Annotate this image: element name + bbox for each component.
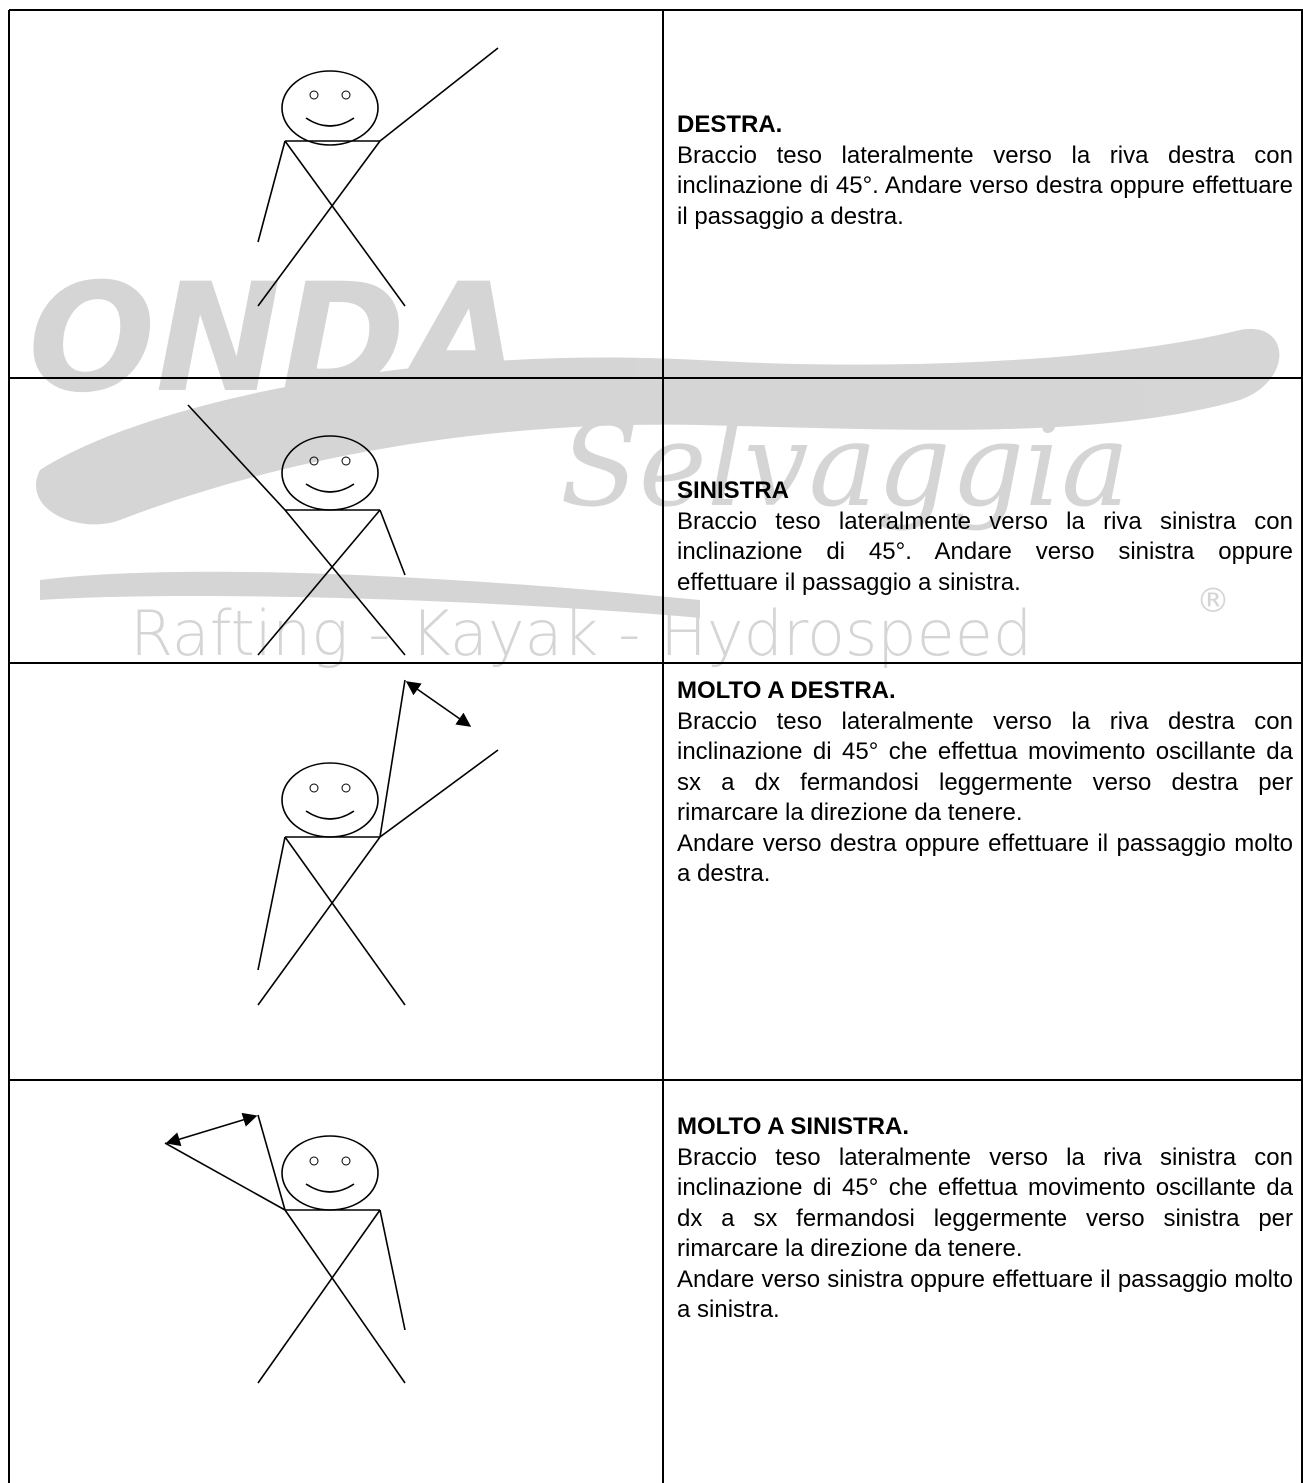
cell-title: MOLTO A SINISTRA. [677, 1113, 909, 1140]
table-cell: MOLTO A DESTRA. Braccio teso lateralment… [677, 676, 1293, 890]
stick-figure [257, 47, 499, 307]
cell-title: MOLTO A DESTRA. [677, 677, 896, 704]
tagline: Rafting - Kayak - Hydrospeed [130, 597, 1032, 670]
watermark: ONDA Selvaggia ® Rafting - Kayak - Hydro… [28, 252, 1280, 670]
cell-text: Braccio teso lateralmente verso la riva … [677, 1143, 1293, 1263]
cell-text: Andare verso destra oppure effettuare il… [677, 829, 1293, 888]
cell-title: DESTRA. [677, 111, 783, 138]
table-cell: MOLTO A SINISTRA. Braccio teso lateralme… [677, 1112, 1293, 1326]
cell-text: Andare verso sinistra oppure effettuare … [677, 1265, 1293, 1324]
cell-text: Braccio teso lateralmente verso la riva … [677, 707, 1293, 827]
paddle-shaft [40, 571, 700, 618]
logo-script: Selvaggia [560, 399, 1130, 533]
registered-mark: ® [1196, 581, 1230, 621]
stick-figure [164, 1112, 406, 1384]
cell-text: Braccio teso lateralmente verso la riva … [677, 141, 1293, 230]
cell-title: SINISTRA [677, 477, 790, 504]
table-cell: SINISTRA Braccio teso lateralmente verso… [677, 476, 1293, 598]
table-cell: DESTRA. Braccio teso lateralmente verso … [677, 110, 1293, 232]
logo-text: ONDA [28, 252, 522, 426]
stick-figure [257, 679, 499, 1006]
cell-text: Braccio teso lateralmente verso la riva … [677, 507, 1293, 596]
table-grid [8, 9, 1303, 1483]
stick-figure [187, 404, 406, 656]
